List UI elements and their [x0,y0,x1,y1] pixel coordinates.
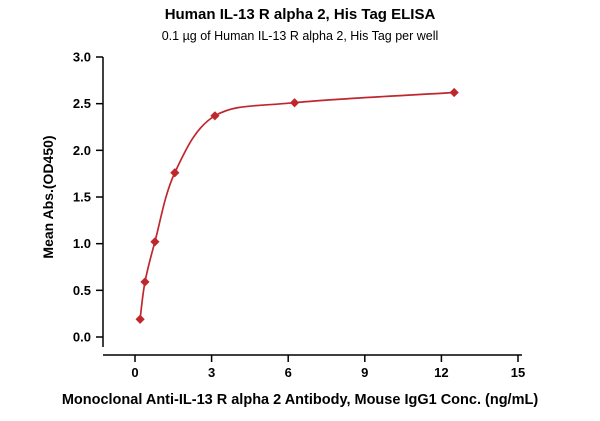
y-tick-label: 2.0 [73,143,91,158]
data-point-marker [289,98,300,108]
data-point-marker [135,314,145,324]
y-tick-label: 0.0 [73,330,91,345]
x-axis-title: Monoclonal Anti-IL-13 R alpha 2 Antibody… [61,392,539,408]
data-point-marker [170,168,180,178]
data-point-marker [449,87,459,98]
x-tick-label: 9 [361,365,368,380]
y-tick-label: 1.5 [73,190,91,205]
x-tick-label: 3 [208,365,215,380]
y-tick-label: 2.5 [73,96,91,111]
data-point-marker [150,237,160,247]
chart-title: Human IL-13 R alpha 2, His Tag ELISA [164,6,436,23]
y-tick-label: 3.0 [73,50,91,65]
chart-subtitle: 0.1 µg of Human IL-13 R alpha 2, His Tag… [161,29,439,43]
data-point-marker [210,111,220,121]
x-tick-label: 15 [511,365,525,380]
y-tick-label: 1.0 [73,236,91,251]
x-tick-label: 0 [131,365,138,380]
data-point-marker [140,277,150,287]
fit-curve [139,91,455,320]
y-tick-label: 0.5 [73,283,91,298]
x-tick-label: 6 [285,365,292,380]
x-tick-label: 12 [434,365,448,380]
